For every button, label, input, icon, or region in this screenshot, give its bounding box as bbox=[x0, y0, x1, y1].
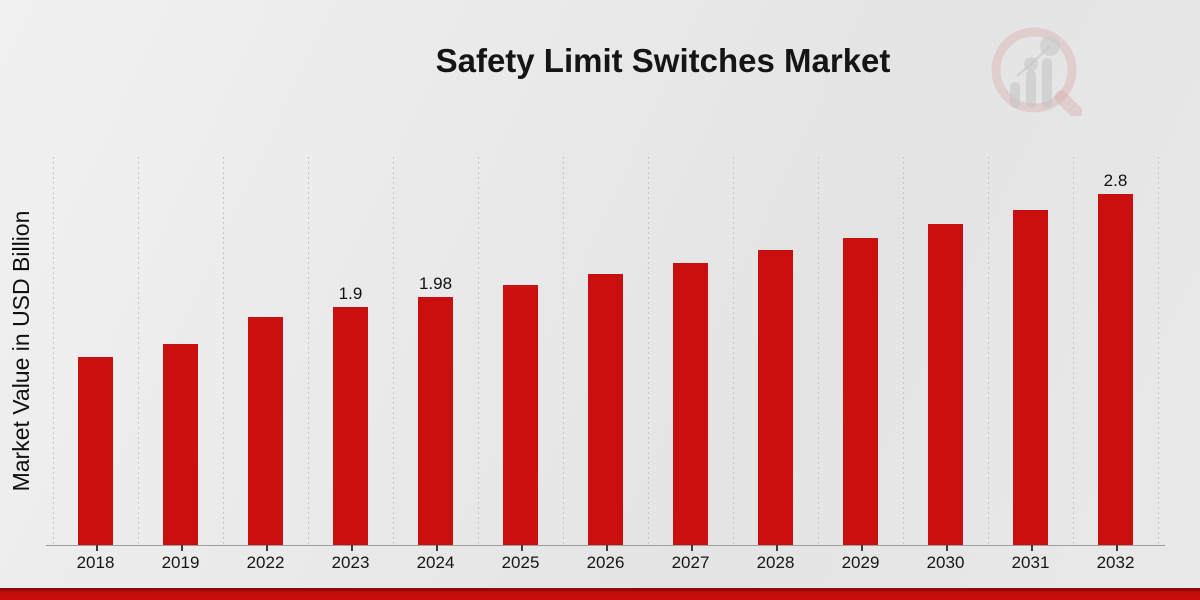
bar-2028 bbox=[758, 250, 793, 545]
bar-2031 bbox=[1013, 210, 1048, 545]
logo-trend-dot-large-icon bbox=[1040, 36, 1060, 56]
bar-value-label-2024: 1.98 bbox=[418, 274, 453, 293]
x-axis-tick bbox=[860, 545, 863, 551]
x-tick-label-2024: 2024 bbox=[416, 553, 455, 572]
x-tick-label-2026: 2026 bbox=[586, 553, 625, 572]
x-axis-tick bbox=[350, 545, 353, 551]
x-tick-label-2025: 2025 bbox=[501, 553, 540, 572]
x-tick-label-2022: 2022 bbox=[246, 553, 285, 572]
vertical-gridline bbox=[1158, 157, 1159, 545]
x-tick-label-2032: 2032 bbox=[1096, 553, 1135, 572]
magnifier-ring-icon bbox=[991, 27, 1077, 113]
x-tick-label-2019: 2019 bbox=[161, 553, 200, 572]
vertical-gridline bbox=[818, 157, 819, 545]
x-tick-label-2029: 2029 bbox=[841, 553, 880, 572]
vertical-gridline bbox=[393, 157, 394, 545]
x-tick-label-2028: 2028 bbox=[756, 553, 795, 572]
bar-2019 bbox=[163, 344, 198, 545]
logo-bar-large-icon bbox=[1042, 58, 1052, 108]
bar-2018 bbox=[78, 357, 113, 545]
vertical-gridline bbox=[563, 157, 564, 545]
x-axis-tick bbox=[265, 545, 268, 551]
bar-2024 bbox=[418, 297, 453, 545]
vertical-gridline bbox=[1073, 157, 1074, 545]
logo-bar-medium-icon bbox=[1026, 70, 1036, 108]
bar-2029 bbox=[843, 238, 878, 545]
bar-2032 bbox=[1098, 194, 1133, 545]
vertical-gridline bbox=[648, 157, 649, 545]
bar-2022 bbox=[248, 317, 283, 545]
x-tick-label-2018: 2018 bbox=[76, 553, 115, 572]
vertical-gridline bbox=[308, 157, 309, 545]
x-axis-tick bbox=[1115, 545, 1118, 551]
x-axis-tick bbox=[605, 545, 608, 551]
x-axis-tick bbox=[945, 545, 948, 551]
x-tick-label-2030: 2030 bbox=[926, 553, 965, 572]
x-tick-label-2023: 2023 bbox=[331, 553, 370, 572]
magnifier-handle-icon bbox=[1054, 90, 1082, 116]
chart-title: Safety Limit Switches Market bbox=[435, 42, 891, 79]
x-axis-tick bbox=[435, 545, 438, 551]
x-axis-tick bbox=[775, 545, 778, 551]
vertical-gridline bbox=[223, 157, 224, 545]
x-tick-label-2031: 2031 bbox=[1011, 553, 1050, 572]
bar-value-label-2023: 1.9 bbox=[338, 284, 363, 303]
vertical-gridline bbox=[478, 157, 479, 545]
bar-2027 bbox=[673, 263, 708, 545]
x-axis-tick bbox=[520, 545, 523, 551]
vertical-gridline bbox=[53, 157, 54, 545]
x-axis-tick bbox=[690, 545, 693, 551]
vertical-gridline bbox=[903, 157, 904, 545]
bar-2025 bbox=[503, 285, 538, 545]
bar-2023 bbox=[333, 307, 368, 545]
bar-2030 bbox=[928, 224, 963, 545]
x-axis-tick bbox=[1030, 545, 1033, 551]
bar-value-label-2032: 2.8 bbox=[1103, 171, 1128, 190]
vertical-gridline bbox=[138, 157, 139, 545]
x-axis-tick bbox=[95, 545, 98, 551]
vertical-gridline bbox=[733, 157, 734, 545]
vertical-gridline bbox=[988, 157, 989, 545]
logo-bar-small-icon bbox=[1010, 82, 1020, 108]
x-axis-tick bbox=[180, 545, 183, 551]
bar-2026 bbox=[588, 274, 623, 545]
logo-trend-dot-icon bbox=[1024, 57, 1038, 71]
brand-logo-magnifier-chart-icon bbox=[991, 27, 1082, 116]
footer-accent-bar bbox=[0, 588, 1200, 600]
x-tick-label-2027: 2027 bbox=[671, 553, 710, 572]
